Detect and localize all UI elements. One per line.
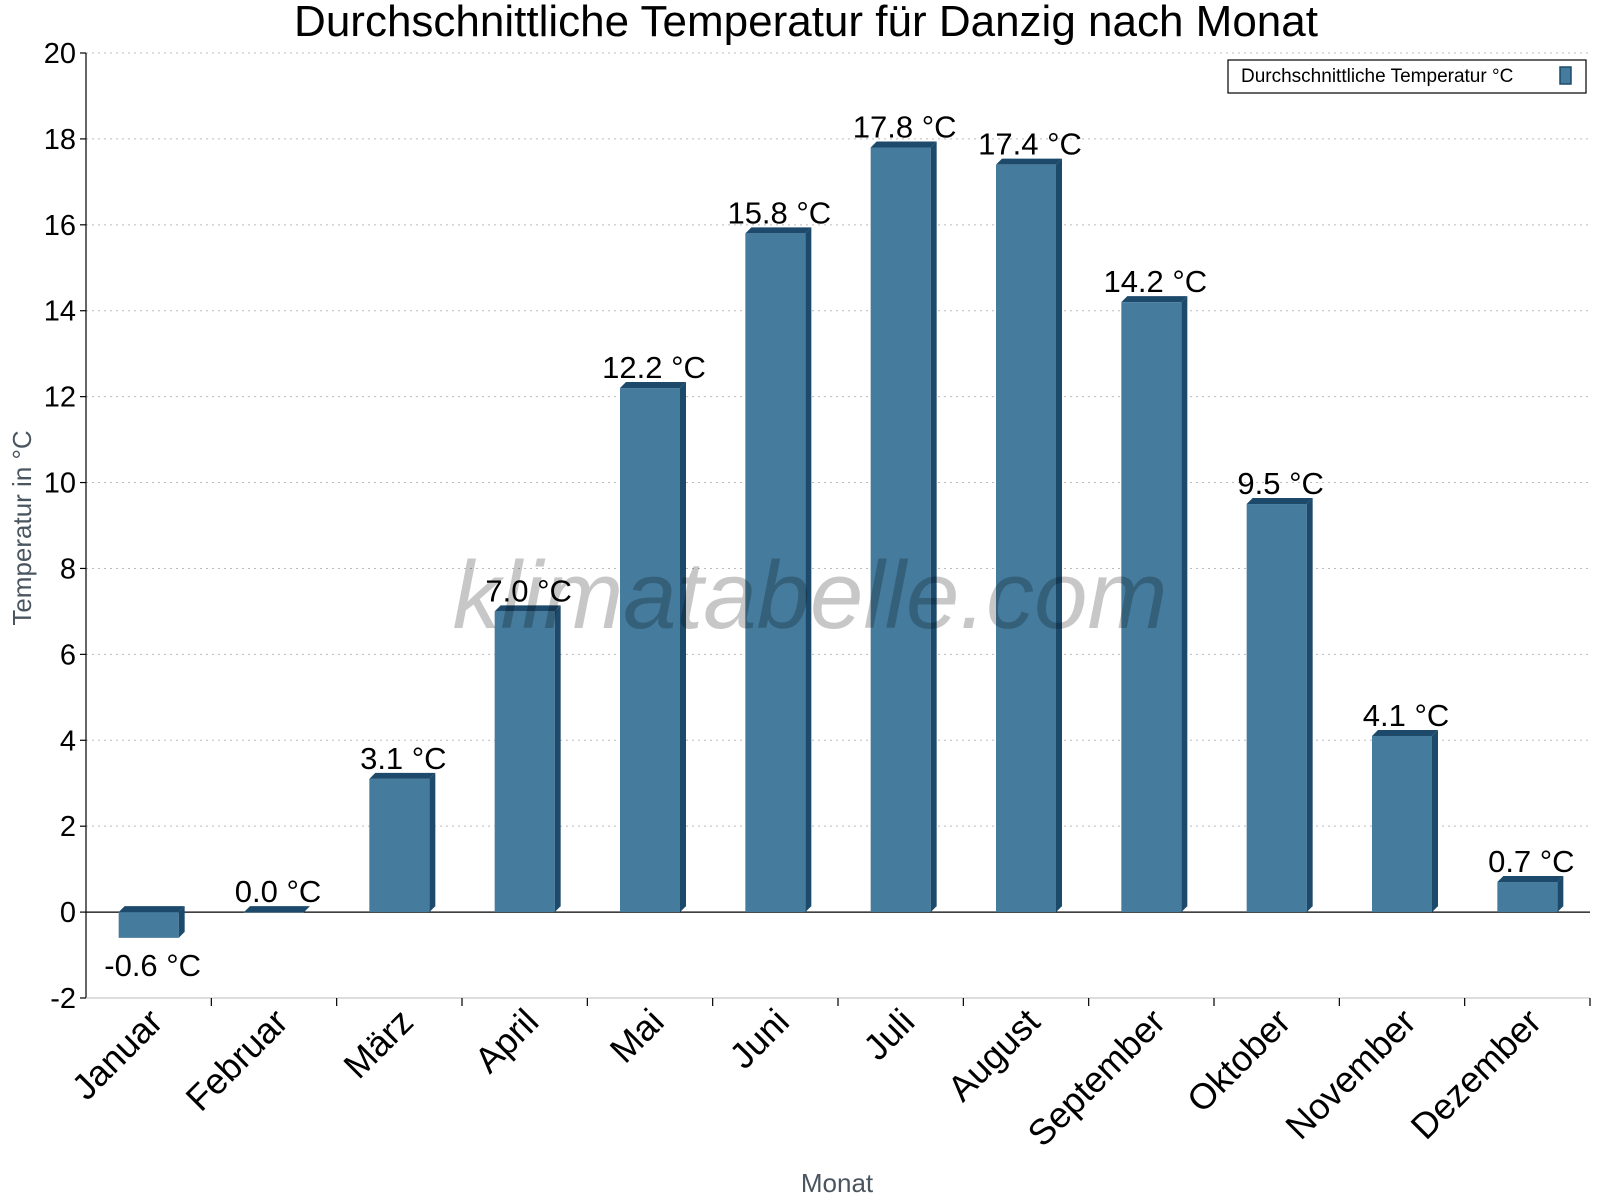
x-tick-label: November bbox=[1277, 1001, 1423, 1147]
data-label: 3.1 °C bbox=[360, 741, 447, 776]
bar-front bbox=[1372, 735, 1432, 913]
bar-side bbox=[429, 772, 436, 913]
bar bbox=[745, 227, 812, 913]
data-label: -0.6 °C bbox=[104, 948, 201, 983]
bar bbox=[369, 772, 436, 913]
data-label: 4.1 °C bbox=[1363, 698, 1450, 733]
y-tick-label: 0 bbox=[60, 897, 76, 929]
bar-side bbox=[1306, 498, 1313, 913]
bar-side bbox=[680, 382, 686, 913]
x-tick-label: März bbox=[335, 1001, 421, 1087]
bar-side bbox=[1432, 729, 1438, 913]
x-tick-label: Dezember bbox=[1403, 1001, 1549, 1147]
bar bbox=[870, 141, 937, 913]
y-tick-label: 18 bbox=[44, 124, 76, 156]
data-label: 17.8 °C bbox=[853, 110, 957, 145]
legend-box bbox=[1227, 59, 1587, 94]
bar bbox=[1246, 498, 1313, 913]
bar-side bbox=[1557, 876, 1564, 913]
bar-front bbox=[1121, 302, 1182, 913]
bar-front bbox=[745, 233, 806, 913]
data-labels: -0.6 °C 0.0 °C 3.1 °C 7.0 °C 12.2 °C 15.8 °C 1… bbox=[104, 110, 1574, 983]
bar-top bbox=[1121, 296, 1188, 303]
bar bbox=[1121, 296, 1188, 913]
bar bbox=[1372, 729, 1438, 913]
y-tick-label: 10 bbox=[44, 468, 76, 500]
y-tick-label: 12 bbox=[44, 382, 76, 414]
y-tick-label: 16 bbox=[44, 210, 76, 242]
bar-top bbox=[244, 906, 310, 913]
bar-top bbox=[494, 605, 561, 612]
y-axis-title: Temperatur in °C bbox=[7, 430, 37, 625]
bars bbox=[118, 141, 1564, 938]
bar-side bbox=[1056, 158, 1062, 913]
bar-top bbox=[1246, 498, 1313, 505]
y-tick-label: 6 bbox=[60, 639, 76, 671]
bar-front bbox=[244, 912, 304, 913]
bar-front bbox=[1497, 882, 1558, 913]
data-label: 0.7 °C bbox=[1488, 844, 1575, 879]
data-label: 14.2 °C bbox=[1103, 264, 1207, 299]
bar-side bbox=[1181, 296, 1188, 913]
x-tick-label: August bbox=[939, 1001, 1047, 1109]
bar bbox=[494, 605, 561, 913]
x-tick-label: Januar bbox=[63, 1001, 170, 1108]
bar bbox=[620, 382, 686, 913]
bar-side bbox=[930, 141, 937, 913]
bar bbox=[996, 158, 1062, 913]
legend-entry-label: Durchschnittliche Temperatur °C bbox=[1241, 66, 1513, 87]
bar-front bbox=[369, 778, 430, 913]
x-tick-label: Juli bbox=[855, 1001, 922, 1068]
x-axis-title: Monat bbox=[801, 1168, 874, 1198]
bar-side bbox=[805, 227, 812, 913]
bar-top bbox=[118, 906, 185, 913]
data-label: 15.8 °C bbox=[727, 195, 831, 230]
bar-front bbox=[1246, 504, 1307, 913]
bar-side bbox=[178, 906, 185, 938]
bar-top bbox=[870, 141, 937, 148]
watermark: klimatabelle.com bbox=[453, 542, 1168, 649]
bar bbox=[1497, 876, 1564, 913]
data-label: 12.2 °C bbox=[602, 350, 706, 385]
chart-title: Durchschnittliche Temperatur für Danzig … bbox=[294, 0, 1318, 46]
x-tick-label: Juni bbox=[721, 1001, 797, 1077]
bar-front bbox=[118, 912, 179, 938]
bar-top bbox=[369, 772, 436, 779]
x-tick-label: Oktober bbox=[1179, 1001, 1299, 1121]
legend-swatch bbox=[1559, 66, 1572, 85]
x-tick-label: Mai bbox=[602, 1001, 672, 1071]
bar-top bbox=[996, 158, 1062, 165]
bar bbox=[118, 906, 185, 938]
y-tick-label: 8 bbox=[60, 553, 76, 585]
bar-side bbox=[554, 605, 561, 913]
data-label: 17.4 °C bbox=[978, 127, 1082, 162]
y-tick-label: -2 bbox=[50, 983, 76, 1015]
bar-front bbox=[996, 164, 1056, 913]
x-tick-label: Februar bbox=[178, 1001, 296, 1119]
y-tick-label: 14 bbox=[44, 296, 76, 328]
y-tick-label: 20 bbox=[44, 38, 76, 70]
data-label: 0.0 °C bbox=[235, 874, 322, 909]
x-tick-label: April bbox=[466, 1001, 546, 1081]
data-label: 9.5 °C bbox=[1237, 466, 1324, 501]
data-label: 7.0 °C bbox=[485, 573, 572, 608]
bar-top bbox=[1372, 729, 1438, 736]
x-tick-label: September bbox=[1019, 1001, 1173, 1155]
bar-front bbox=[620, 388, 680, 913]
bar-front bbox=[494, 611, 555, 913]
y-tick-label: 2 bbox=[60, 811, 76, 843]
legend: Durchschnittliche Temperatur °C bbox=[1227, 59, 1587, 94]
bar bbox=[244, 906, 310, 913]
bar-front bbox=[870, 147, 931, 913]
bar-top bbox=[745, 227, 812, 234]
y-tick-label: 4 bbox=[60, 725, 76, 757]
bar-top bbox=[1497, 876, 1564, 883]
bar-top bbox=[620, 382, 686, 389]
